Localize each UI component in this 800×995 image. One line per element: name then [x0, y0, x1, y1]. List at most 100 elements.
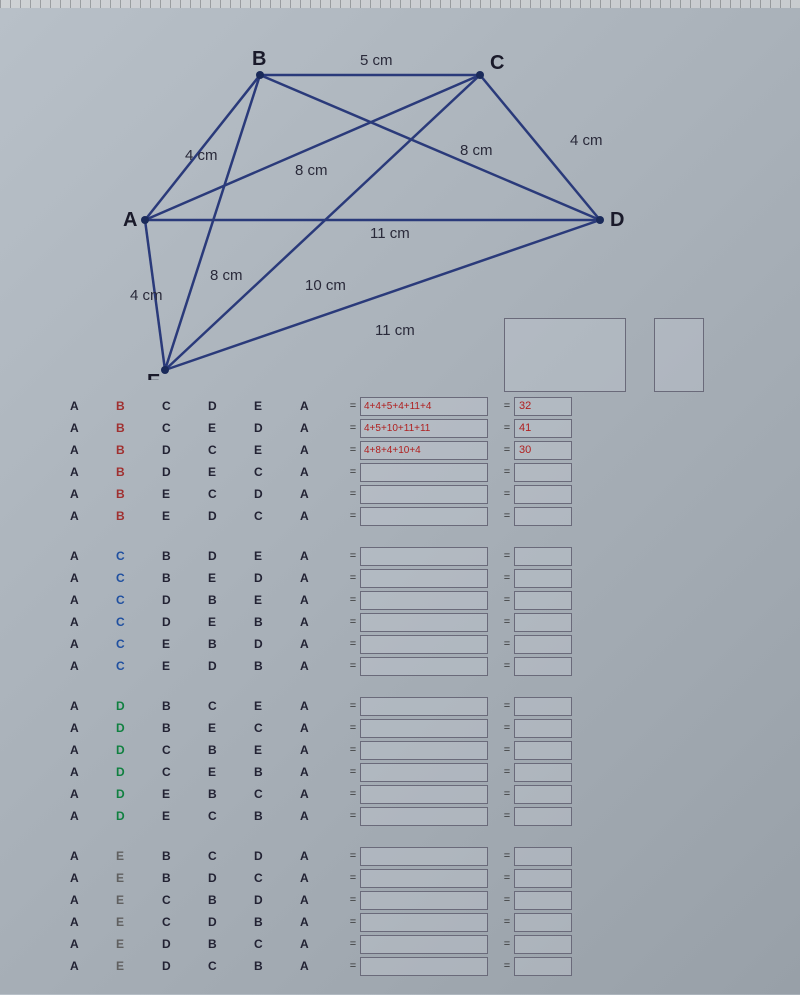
result-cell[interactable] — [514, 463, 572, 482]
result-cell[interactable] — [514, 719, 572, 738]
calc-cell[interactable]: 4+4+5+4+11+4 — [360, 397, 488, 416]
calc-cell[interactable] — [360, 635, 488, 654]
node-label-A: A — [123, 209, 137, 231]
calc-cell[interactable] — [360, 935, 488, 954]
equals-sign: = — [346, 594, 360, 606]
calc-cell[interactable]: 4+5+10+11+11 — [360, 419, 488, 438]
path-cell: E — [208, 721, 254, 735]
table-row: ABECDA== — [70, 483, 770, 505]
calc-cell[interactable] — [360, 591, 488, 610]
path-cell: D — [162, 937, 208, 951]
path-cell: A — [300, 487, 346, 501]
result-cell[interactable] — [514, 569, 572, 588]
calc-cell[interactable] — [360, 957, 488, 976]
result-cell[interactable] — [514, 957, 572, 976]
calc-cell[interactable] — [360, 485, 488, 504]
result-cell[interactable] — [514, 763, 572, 782]
equals-sign: = — [346, 872, 360, 884]
calc-cell[interactable] — [360, 463, 488, 482]
calc-cell[interactable] — [360, 785, 488, 804]
path-cell: C — [208, 699, 254, 713]
result-cell[interactable]: 30 — [514, 441, 572, 460]
path-cell: A — [300, 937, 346, 951]
path-cell: E — [254, 699, 300, 713]
path-cell: D — [162, 593, 208, 607]
result-cell[interactable] — [514, 591, 572, 610]
equals-sign: = — [346, 894, 360, 906]
edge-label-BD: 8 cm — [460, 142, 493, 159]
calc-cell[interactable] — [360, 697, 488, 716]
path-cell: A — [70, 893, 116, 907]
calc-cell[interactable] — [360, 763, 488, 782]
equals-sign: = — [346, 510, 360, 522]
path-cell: E — [116, 871, 162, 885]
path-cell: C — [208, 849, 254, 863]
result-cell[interactable] — [514, 741, 572, 760]
node-E — [161, 366, 169, 374]
result-cell[interactable] — [514, 485, 572, 504]
path-cell: B — [116, 443, 162, 457]
result-cell[interactable] — [514, 935, 572, 954]
equals-sign: = — [500, 638, 514, 650]
calc-cell[interactable] — [360, 657, 488, 676]
calc-cell[interactable] — [360, 913, 488, 932]
result-cell[interactable] — [514, 847, 572, 866]
calc-cell[interactable] — [360, 741, 488, 760]
equals-sign: = — [500, 466, 514, 478]
table-row: ABDCEA=4+8+4+10+4=30 — [70, 439, 770, 461]
result-cell[interactable]: 41 — [514, 419, 572, 438]
result-cell[interactable]: 32 — [514, 397, 572, 416]
path-cell: A — [300, 765, 346, 779]
result-cell[interactable] — [514, 913, 572, 932]
path-cell: A — [300, 915, 346, 929]
calc-cell[interactable] — [360, 807, 488, 826]
path-cell: E — [208, 571, 254, 585]
result-cell[interactable] — [514, 869, 572, 888]
result-cell[interactable] — [514, 507, 572, 526]
path-cell: C — [116, 637, 162, 651]
result-cell[interactable] — [514, 547, 572, 566]
calc-cell[interactable] — [360, 569, 488, 588]
equals-sign: = — [500, 850, 514, 862]
result-cell[interactable] — [514, 807, 572, 826]
path-cell: A — [300, 465, 346, 479]
path-cell: C — [254, 787, 300, 801]
table-row: ABDECA== — [70, 461, 770, 483]
equals-sign: = — [346, 810, 360, 822]
path-cell: A — [70, 743, 116, 757]
result-cell[interactable] — [514, 891, 572, 910]
equals-sign: = — [500, 766, 514, 778]
calc-cell[interactable] — [360, 891, 488, 910]
result-cell[interactable] — [514, 613, 572, 632]
result-cell[interactable] — [514, 657, 572, 676]
path-cell: E — [116, 849, 162, 863]
path-cell: A — [300, 809, 346, 823]
table-row: AECBDA== — [70, 889, 770, 911]
calc-cell[interactable] — [360, 869, 488, 888]
path-cell: E — [116, 937, 162, 951]
calc-cell[interactable] — [360, 847, 488, 866]
result-cell[interactable] — [514, 697, 572, 716]
equals-sign: = — [346, 916, 360, 928]
edge-label-CE: 10 cm — [305, 277, 346, 294]
calc-cell[interactable]: 4+8+4+10+4 — [360, 441, 488, 460]
calc-cell[interactable] — [360, 547, 488, 566]
path-cell: D — [208, 871, 254, 885]
path-cell: B — [208, 743, 254, 757]
calc-cell[interactable] — [360, 613, 488, 632]
calc-cell[interactable] — [360, 507, 488, 526]
result-cell[interactable] — [514, 785, 572, 804]
path-cell: C — [116, 549, 162, 563]
path-cell: D — [116, 765, 162, 779]
equals-sign: = — [500, 722, 514, 734]
equals-sign: = — [346, 938, 360, 950]
path-cell: D — [162, 615, 208, 629]
equals-sign: = — [346, 960, 360, 972]
table-row: AEBDCA== — [70, 867, 770, 889]
path-cell: C — [254, 465, 300, 479]
result-cell[interactable] — [514, 635, 572, 654]
calc-cell[interactable] — [360, 719, 488, 738]
equals-sign: = — [500, 616, 514, 628]
path-cell: E — [162, 637, 208, 651]
path-cell: E — [254, 399, 300, 413]
